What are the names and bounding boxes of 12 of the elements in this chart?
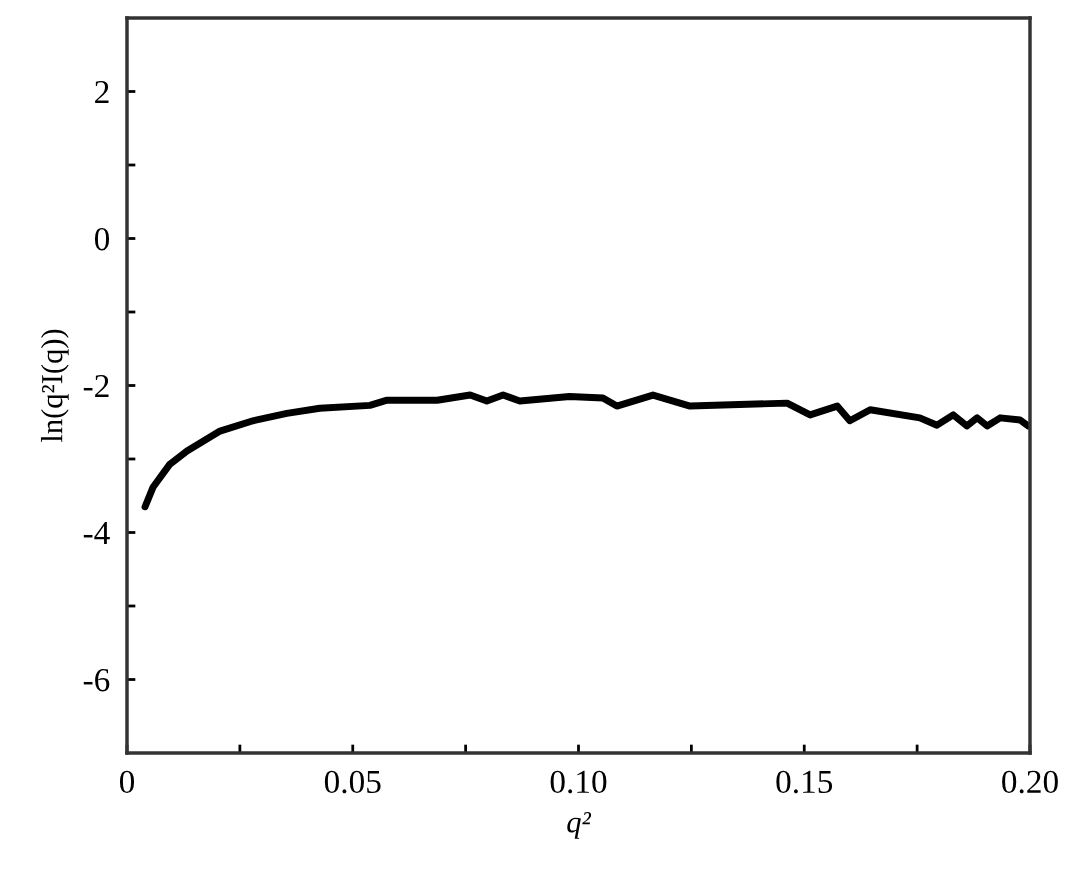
y-tick-label: -2 (83, 374, 109, 398)
y-axis-title: ln(q²I(q)) (40, 329, 69, 443)
y-tick-label: -6 (83, 668, 110, 692)
y-tick-label: -4 (83, 522, 110, 545)
x-axis-title: q² (567, 812, 592, 839)
x-tick-label: 0.10 (550, 770, 607, 794)
y-tick-label: 2 (95, 80, 109, 104)
x-tick-label: 0.15 (776, 770, 833, 794)
x-tick-label: 0.05 (324, 770, 381, 794)
y-tick-label: 0 (94, 227, 110, 251)
x-tick-label: 0 (119, 770, 135, 794)
x-tick-label: 0.20 (1002, 770, 1058, 794)
